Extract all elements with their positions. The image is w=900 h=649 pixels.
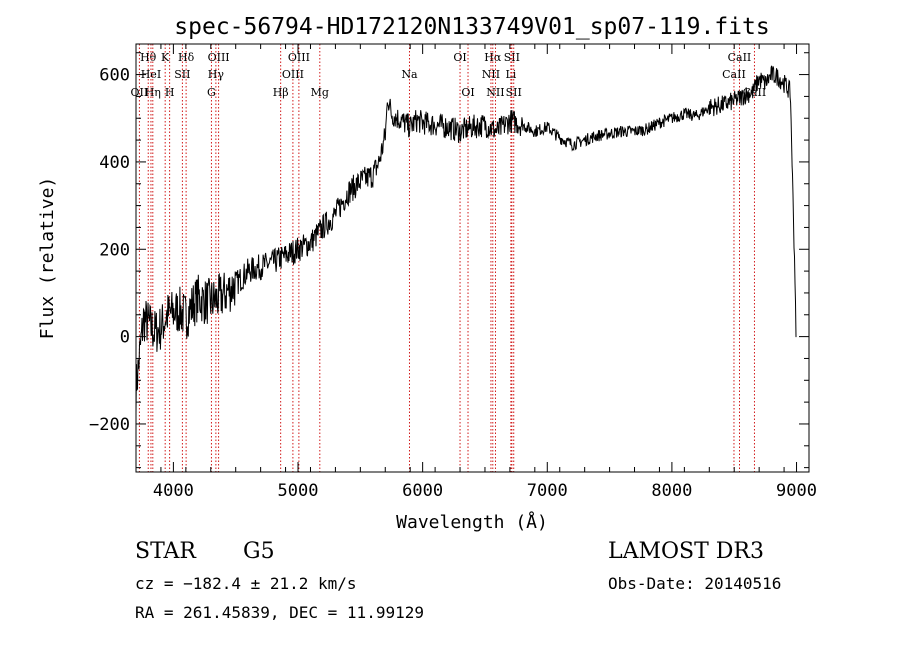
chart-title: spec-56794-HD172120N133749V01_sp07-119.f… — [174, 14, 769, 40]
line-marker-label: HeI — [141, 68, 161, 81]
line-marker-label: Hη — [145, 86, 161, 99]
x-tick-label: 8000 — [651, 481, 692, 501]
coordinates: RA = 261.45839, DEC = 11.99129 — [135, 603, 424, 622]
line-marker-label: CaII — [722, 68, 746, 81]
y-axis-label: Flux (relative) — [37, 177, 58, 340]
line-marker-label: SII — [174, 68, 190, 81]
plot-frame — [135, 43, 810, 473]
object-class: STAR — [135, 539, 196, 564]
line-marker-label: OIII — [288, 51, 310, 64]
line-marker-label: Hδ — [178, 51, 195, 64]
line-marker-label: NII — [482, 68, 500, 81]
line-marker-label: K — [161, 51, 170, 64]
line-marker-label: OI — [461, 86, 474, 99]
line-marker-label: G — [207, 86, 216, 99]
spectrum-line — [135, 65, 797, 414]
line-marker-label: SII — [506, 86, 522, 99]
y-tick-label: 600 — [99, 66, 130, 86]
line-marker-label: Hβ — [273, 86, 289, 99]
line-marker-label: NII — [486, 86, 504, 99]
line-marker-label: Mg — [311, 86, 329, 99]
y-tick-label: 400 — [99, 153, 130, 173]
x-tick-label: 6000 — [402, 481, 443, 501]
y-tick-label: 0 — [120, 328, 130, 348]
y-tick-label: 200 — [99, 240, 130, 260]
x-tick-label: 4000 — [153, 481, 194, 501]
y-tick-label: −200 — [89, 415, 130, 435]
x-axis-label: Wavelength (Å) — [396, 511, 548, 533]
x-tick-label: 9000 — [776, 481, 817, 501]
line-marker-label: CaII — [728, 51, 752, 64]
line-marker-label: OIII — [208, 51, 230, 64]
survey-name: LAMOST DR3 — [608, 539, 764, 564]
line-marker-label: OIII — [282, 68, 304, 81]
line-marker-label: Li — [505, 68, 516, 81]
spectral-line-markers: Hθ OII HeI Hη K SII H Hδ OIII Hγ G Hβ OIII OIII Mg Na OI… — [131, 44, 766, 472]
line-marker-label: OI — [453, 51, 466, 64]
line-marker-label: Na — [401, 68, 418, 81]
line-marker-label: OII — [131, 86, 149, 99]
subclass: G5 — [243, 539, 275, 564]
line-marker-label: Hθ — [140, 51, 157, 64]
line-marker-label: Hγ — [208, 68, 225, 81]
x-tick-label: 7000 — [527, 481, 568, 501]
line-marker-label: SII — [504, 51, 520, 64]
x-tick-label: 5000 — [278, 481, 319, 501]
observation-date: Obs-Date: 20140516 — [608, 574, 782, 593]
line-marker-label: H — [165, 86, 175, 99]
line-marker-label: Hα — [484, 51, 502, 64]
redshift-cz: cz = −182.4 ± 21.2 km/s — [135, 574, 357, 593]
axes: 4000 5000 6000 7000 8000 9000 −200 0 200 400 600 — [89, 44, 817, 501]
